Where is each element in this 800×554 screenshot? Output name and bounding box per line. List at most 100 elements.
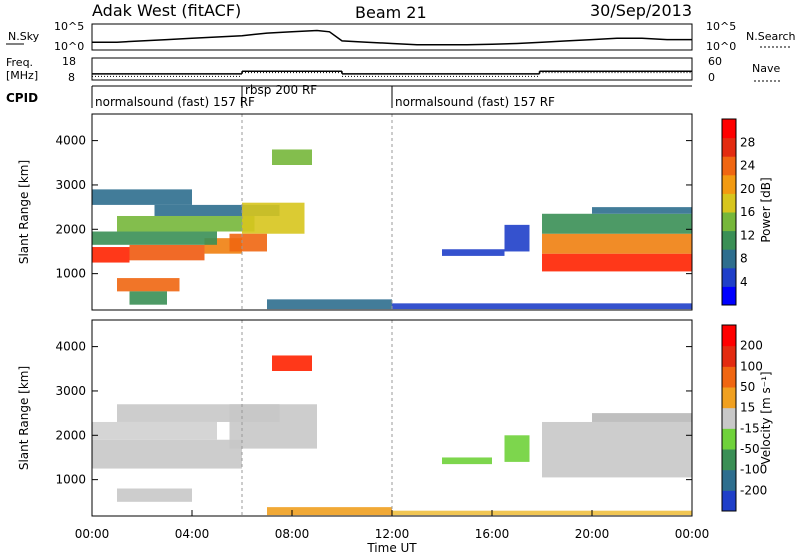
noise-panel: N.Sky 10^5 10^0 10^5 10^0 N.Search	[6, 20, 796, 53]
x-tick-label: 00:00	[75, 527, 110, 541]
data-band	[267, 507, 392, 516]
nsearch-label: N.Search	[746, 30, 796, 43]
cpid-label: CPID	[6, 91, 38, 105]
power-y-ticks: 1000 2000 3000 4000	[55, 134, 692, 281]
velocity-y-label: Slant Range [km]	[17, 366, 31, 470]
data-band	[592, 413, 692, 422]
beam-title: Beam 21	[355, 3, 427, 22]
data-band	[272, 355, 312, 371]
data-band	[92, 421, 217, 440]
colorbar-swatch	[722, 325, 736, 347]
frequency-panel: Freq. [MHz] 18 8 60 0 Nave	[6, 55, 782, 84]
colorbar-swatch	[722, 119, 736, 139]
x-tick-label: 16:00	[475, 527, 510, 541]
colorbar-swatch	[722, 449, 736, 471]
cpid-segment-label: normalsound (fast) 157 RF	[95, 95, 255, 109]
data-band	[542, 213, 692, 234]
data-band	[129, 291, 167, 305]
velocity-data	[92, 320, 692, 516]
colorbar-swatch	[722, 490, 736, 512]
data-band	[272, 149, 312, 165]
date-title: 30/Sep/2013	[590, 1, 692, 20]
data-band	[154, 204, 280, 216]
noise-frame	[91, 23, 693, 51]
colorbar-swatch	[722, 230, 736, 250]
data-band	[542, 253, 692, 272]
colorbar-tick-label: 50	[740, 380, 755, 394]
mhz-label: [MHz]	[6, 69, 38, 82]
colorbar-tick-label: 15	[740, 401, 755, 415]
data-band	[229, 233, 267, 252]
x-tick-label: 20:00	[575, 527, 610, 541]
data-band	[267, 299, 392, 310]
data-band	[117, 278, 180, 292]
colorbar-swatch	[722, 407, 736, 429]
colorbar-swatch	[722, 267, 736, 287]
nave-tick-bottom: 0	[708, 71, 715, 84]
colorbar-swatch	[722, 286, 736, 306]
data-band	[92, 189, 192, 205]
colorbar-swatch	[722, 156, 736, 176]
colorbar-swatch	[722, 345, 736, 367]
power-y-label: Slant Range [km]	[17, 160, 31, 264]
power-colorbar-label: Power [dB]	[759, 177, 773, 242]
power-colorbar: 4 8 12 16 20 24 28	[721, 118, 755, 306]
colorbar-tick-label: 24	[740, 159, 755, 173]
x-axis-ticks: 00:00 04:00 08:00 12:00 16:00 20:00 00:00	[75, 510, 710, 541]
velocity-colorbar-label: Velocity [m s⁻¹]	[759, 371, 773, 464]
x-tick-label: 12:00	[375, 527, 410, 541]
noise-right-tick-bottom: 10^0	[706, 40, 736, 53]
data-band	[542, 233, 692, 254]
freq-tick-bottom: 8	[68, 71, 75, 84]
colorbar-tick-label: 4	[740, 275, 748, 289]
data-band	[92, 247, 130, 263]
x-tick-label: 00:00	[675, 527, 710, 541]
colorbar-swatch	[722, 428, 736, 450]
power-data	[92, 114, 692, 310]
colorbar-tick-label: -200	[740, 483, 767, 497]
y-tick-label: 3000	[55, 178, 86, 192]
colorbar-tick-label: -15	[740, 421, 760, 435]
noise-right-tick-top: 10^5	[706, 20, 736, 33]
data-band	[392, 303, 692, 310]
colorbar-tick-label: 100	[740, 359, 763, 373]
data-band	[442, 249, 505, 256]
colorbar-tick-label: 16	[740, 205, 755, 219]
colorbar-swatch	[722, 137, 736, 157]
station-title: Adak West (fitACF)	[92, 1, 241, 20]
velocity-panel: 1000 2000 3000 4000 Slant Range [km] 200 100…	[17, 319, 773, 554]
y-tick-label: 1000	[55, 267, 86, 281]
x-tick-label: 08:00	[275, 527, 310, 541]
data-band	[504, 435, 530, 462]
colorbar-swatch	[722, 366, 736, 388]
colorbar-frame	[721, 118, 737, 306]
freq-tick-top: 18	[62, 55, 76, 68]
colorbar-swatch	[722, 193, 736, 213]
data-band	[117, 488, 192, 502]
nave-label: Nave	[752, 62, 780, 75]
colorbar-swatch	[722, 174, 736, 194]
data-band	[129, 244, 205, 261]
y-tick-label: 4000	[55, 134, 86, 148]
power-frame	[91, 113, 693, 311]
data-band	[92, 231, 217, 245]
data-band	[442, 457, 492, 465]
cpid-segment-label: rbsp 200 RF	[245, 83, 317, 97]
colorbar-tick-label: 12	[740, 228, 755, 242]
colorbar-swatch	[722, 387, 736, 409]
y-tick-label: 1000	[55, 473, 86, 487]
y-tick-label: 4000	[55, 340, 86, 354]
data-band	[92, 439, 242, 469]
colorbar-swatch	[722, 212, 736, 232]
data-band	[117, 215, 255, 232]
power-panel: 1000 2000 3000 4000 Slant Range [km] 4 8 12 16…	[17, 113, 773, 311]
colorbar-tick-label: -100	[740, 463, 767, 477]
x-axis-label: Time UT	[366, 541, 417, 554]
nsky-series-line	[92, 29, 692, 46]
noise-left-tick-top: 10^5	[54, 20, 84, 33]
data-band	[504, 224, 530, 252]
colorbar-tick-label: 28	[740, 135, 755, 149]
y-tick-label: 3000	[55, 384, 86, 398]
